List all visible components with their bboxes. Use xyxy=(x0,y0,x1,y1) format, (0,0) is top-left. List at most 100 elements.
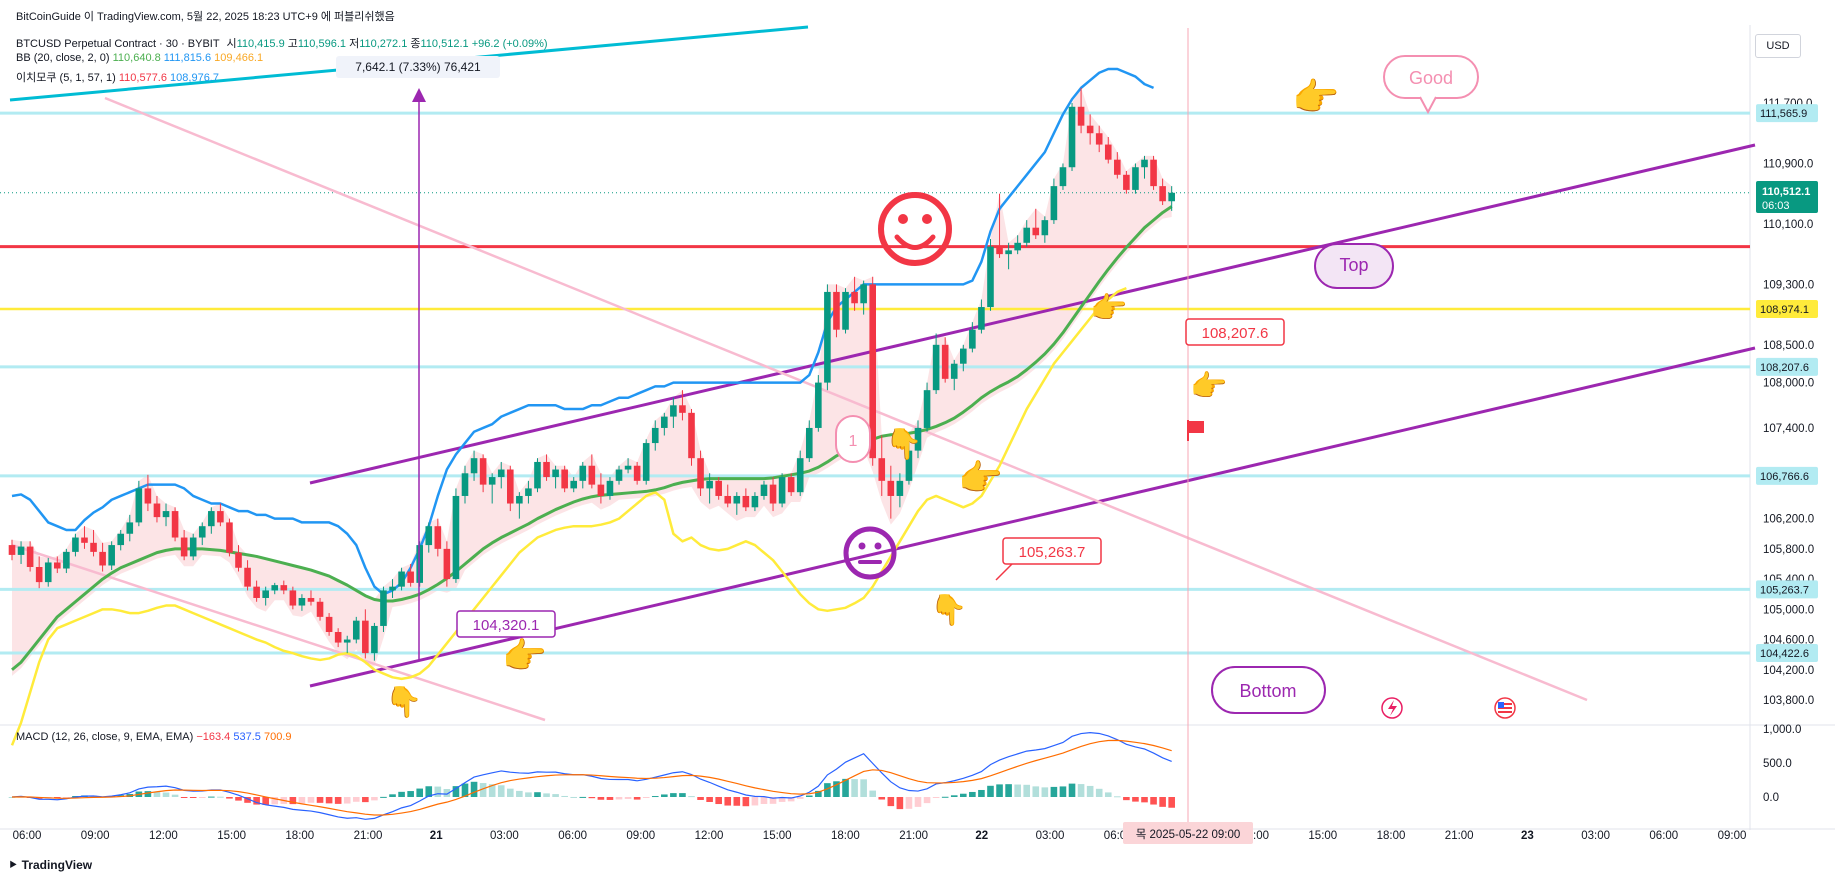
candle-body xyxy=(180,537,188,557)
level-badge-bg xyxy=(1756,580,1818,599)
top-callout[interactable]: Top xyxy=(1314,243,1394,289)
candle-body xyxy=(90,542,97,552)
candle-body xyxy=(706,480,713,489)
level-badge-bg xyxy=(1756,299,1818,318)
time-tick-label: 23 xyxy=(1521,830,1534,842)
time-tick-label: 03:00 xyxy=(490,830,519,842)
macd-line xyxy=(11,732,1172,820)
macd-histogram-bar xyxy=(1114,796,1121,798)
price-tick-label: 110,100.0 xyxy=(1763,219,1813,231)
macd-histogram-bar xyxy=(606,797,614,800)
macd-histogram-bar xyxy=(352,797,360,802)
macd-histogram-bar xyxy=(1032,786,1040,797)
candle-body xyxy=(769,484,777,504)
candle-body xyxy=(117,533,125,546)
candle-body xyxy=(1095,133,1103,145)
low-104-text: 104,320.1 xyxy=(473,617,540,634)
bottom-callout[interactable]: Bottom xyxy=(1211,666,1326,714)
candle-body xyxy=(153,503,161,518)
time-tick-label: 06:00 xyxy=(558,830,587,842)
level-badge-bg xyxy=(1756,643,1818,662)
currency-button[interactable]: USD xyxy=(1755,34,1801,58)
tradingview-logo[interactable]: ⯈ TradingView xyxy=(8,858,92,873)
macd-histogram-bar xyxy=(1086,785,1094,797)
macd-histogram-bar xyxy=(271,797,279,805)
candle-body xyxy=(371,625,378,654)
macd-histogram-bar xyxy=(815,790,822,797)
macd-histogram-bar xyxy=(787,797,795,802)
candle-body xyxy=(35,566,43,583)
candle-body xyxy=(751,495,759,508)
candle-body xyxy=(969,329,976,349)
candle-body xyxy=(851,291,858,304)
low-105-callout[interactable]: 105,263.7 xyxy=(995,537,1102,581)
candles xyxy=(8,87,1175,661)
macd-histogram-bar xyxy=(1077,784,1085,797)
hand-pointing-down-icon: 👇 xyxy=(885,427,922,462)
candle-body xyxy=(860,284,867,304)
macd-histogram-bar xyxy=(153,792,161,797)
candle-body xyxy=(570,480,578,489)
macd-histogram-bar xyxy=(325,797,333,804)
candle-body xyxy=(679,405,686,413)
macd-histogram-bar xyxy=(1150,797,1157,805)
candle-body xyxy=(352,620,360,640)
crosshair-time-label: 목 2025-05-22 09:00 xyxy=(1136,828,1241,841)
candle-body xyxy=(470,458,478,474)
candle-body xyxy=(108,545,115,566)
candle-body xyxy=(778,477,786,504)
macd-histogram-bar xyxy=(244,797,251,803)
current-price-badge: 110,512.1 06:03 xyxy=(1756,181,1818,213)
candle-body xyxy=(425,526,433,546)
lightning-icon[interactable] xyxy=(1381,697,1403,719)
macd-histogram-bar xyxy=(869,790,876,797)
candle-body xyxy=(343,639,351,643)
countdown-label: 06:03 xyxy=(1762,200,1790,212)
macd-histogram-bar xyxy=(262,797,269,805)
symbol-label: BTCUSD Perpetual Contract · 30 · BYBIT xyxy=(16,38,220,50)
macd-histogram-bar xyxy=(987,785,994,797)
candle-body xyxy=(1077,106,1085,126)
change-value: +96.2 (+0.09%) xyxy=(471,38,548,50)
legend-bb[interactable]: BB (20, close, 2, 0) 110,640.8 111,815.6… xyxy=(16,52,263,64)
low-104-callout[interactable]: 104,320.1 xyxy=(456,610,556,638)
good-callout[interactable]: Good xyxy=(1383,55,1479,115)
macd-histogram-bar xyxy=(380,796,387,798)
price-tick-label: 104,200.0 xyxy=(1763,665,1814,677)
macd-histogram-bar xyxy=(887,797,895,807)
legend-main[interactable]: BTCUSD Perpetual Contract · 30 · BYBIT 시… xyxy=(16,35,548,51)
candle-body xyxy=(443,548,451,580)
macd-histogram-bar xyxy=(8,797,16,798)
candle-body xyxy=(434,526,442,549)
macd-histogram-bar xyxy=(198,797,206,798)
us-flag-icon[interactable] xyxy=(1494,697,1516,719)
level-badge-bg xyxy=(1756,357,1818,376)
legend-macd[interactable]: MACD (12, 26, close, 9, EMA, EMA) −163.4… xyxy=(16,731,291,743)
indicator-lines xyxy=(10,67,1173,746)
macd-label: MACD (12, 26, close, 9, EMA, EMA) xyxy=(16,731,194,743)
ichimoku-lead-a-value: 110,577.6 xyxy=(118,72,167,84)
macd-histogram-bar xyxy=(534,792,541,797)
candle-body xyxy=(362,620,369,654)
measure-arrow-head xyxy=(412,88,426,102)
candle-body xyxy=(624,465,632,470)
candle-body xyxy=(896,480,904,496)
candle-body xyxy=(796,458,804,493)
candle-body xyxy=(298,597,306,606)
ohlc-low-label: 저 xyxy=(349,38,360,50)
level-108-text: 108,207.6 xyxy=(1202,325,1269,342)
level-108-callout[interactable]: 108,207.6 xyxy=(1185,318,1285,346)
wave-1-callout[interactable]: 1 xyxy=(835,415,871,463)
bb-upper-line xyxy=(11,67,1155,596)
candle-body xyxy=(171,511,179,538)
candle-body xyxy=(389,586,396,591)
legend-ichimoku[interactable]: 이치모쿠 (5, 1, 57, 1) 110,577.6 108,976.7 xyxy=(16,69,219,85)
time-tick-label: 09:00 xyxy=(1718,830,1747,842)
macd-histogram-bar xyxy=(670,793,677,797)
level-badge-label: 105,263.7 xyxy=(1760,584,1809,596)
level-badge-label: 104,422.6 xyxy=(1760,648,1809,660)
macd-histogram-bar xyxy=(833,781,840,797)
channel-upper-line xyxy=(309,143,1756,485)
candle-body xyxy=(325,616,333,632)
